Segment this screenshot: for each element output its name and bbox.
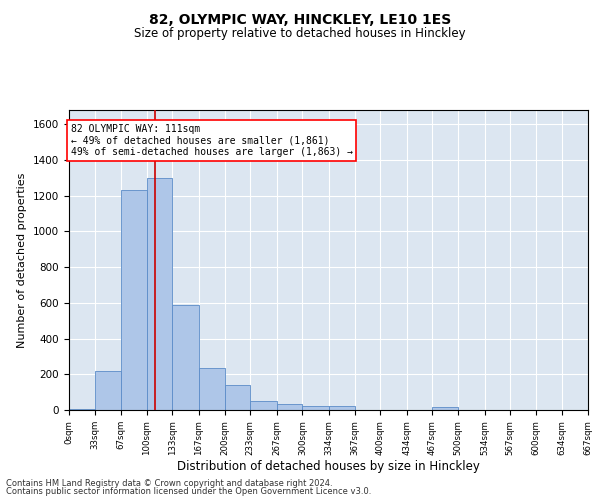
Text: Size of property relative to detached houses in Hinckley: Size of property relative to detached ho… — [134, 28, 466, 40]
Bar — [95, 370, 121, 410]
Text: 82 OLYMPIC WAY: 111sqm
← 49% of detached houses are smaller (1,861)
49% of semi-: 82 OLYMPIC WAY: 111sqm ← 49% of detached… — [71, 124, 353, 156]
Bar — [329, 406, 355, 410]
Text: 82, OLYMPIC WAY, HINCKLEY, LE10 1ES: 82, OLYMPIC WAY, HINCKLEY, LE10 1ES — [149, 12, 451, 26]
Bar — [199, 368, 224, 410]
Bar — [147, 178, 172, 410]
Bar — [433, 408, 458, 410]
Bar — [250, 401, 277, 410]
Bar — [121, 190, 147, 410]
Bar — [224, 385, 250, 410]
Bar — [302, 406, 329, 410]
Bar — [172, 304, 199, 410]
Y-axis label: Number of detached properties: Number of detached properties — [17, 172, 28, 348]
Text: Contains HM Land Registry data © Crown copyright and database right 2024.: Contains HM Land Registry data © Crown c… — [6, 478, 332, 488]
X-axis label: Distribution of detached houses by size in Hinckley: Distribution of detached houses by size … — [177, 460, 480, 473]
Bar — [69, 409, 95, 410]
Text: Contains public sector information licensed under the Open Government Licence v3: Contains public sector information licen… — [6, 487, 371, 496]
Bar — [277, 404, 302, 410]
